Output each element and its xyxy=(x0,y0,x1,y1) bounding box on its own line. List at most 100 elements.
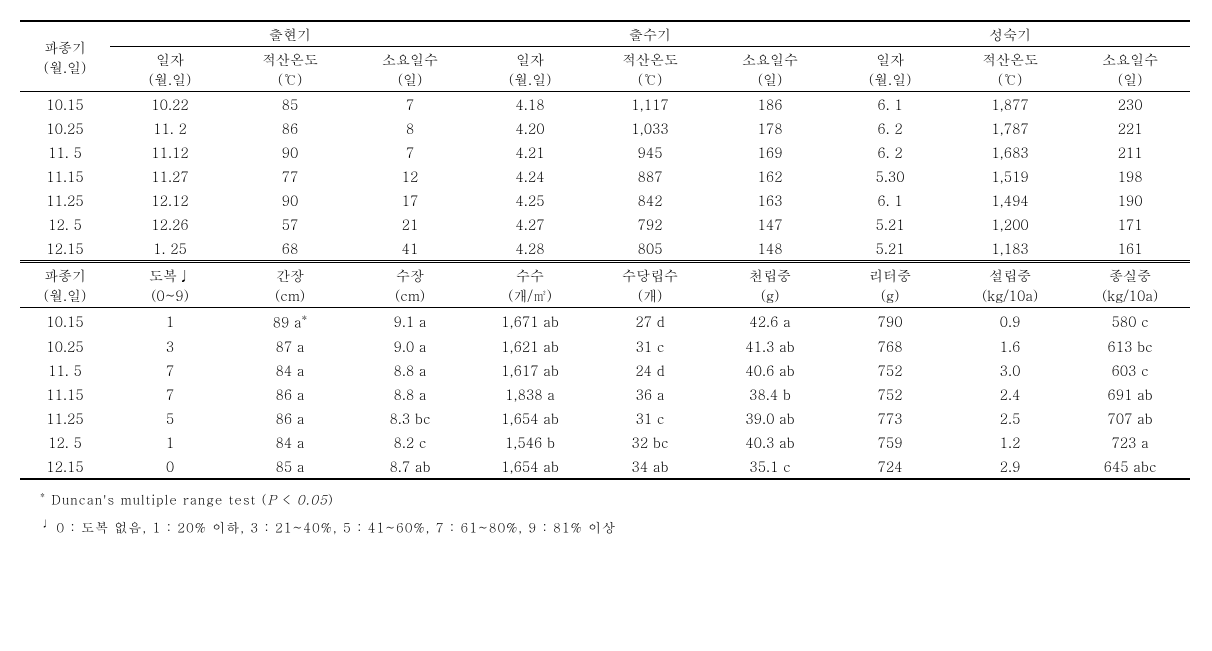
table-cell: 84 a xyxy=(230,358,350,382)
table-cell: 169 xyxy=(710,140,830,164)
col-unit: (일) xyxy=(1118,69,1143,89)
column-header: 일자(월.일) xyxy=(830,47,950,92)
table-row: 10.1510.228574.181,1171866. 11,877230 xyxy=(20,92,1190,117)
table-cell: 31 c xyxy=(590,334,710,358)
column-header: 적산온도(℃) xyxy=(590,47,710,92)
table-cell: 11.15 xyxy=(20,382,110,406)
table-cell: 4.21 xyxy=(470,140,590,164)
table-cell: 1,621 ab xyxy=(470,334,590,358)
table-cell: 87 a xyxy=(230,334,350,358)
table-cell: 9.0 a xyxy=(350,334,470,358)
table-cell: 603 c xyxy=(1070,358,1190,382)
table-cell: 1.2 xyxy=(950,430,1070,454)
table-cell: 3.0 xyxy=(950,358,1070,382)
table-cell: 34 ab xyxy=(590,454,710,479)
table-cell: 11.25 xyxy=(20,406,110,430)
table-cell: 8 xyxy=(350,116,470,140)
col-unit: (kg/10a) xyxy=(982,285,1038,305)
table-cell: 190 xyxy=(1070,188,1190,212)
table-cell: 1,183 xyxy=(950,236,1070,262)
table-cell: 68 xyxy=(230,236,350,262)
col-label: 종실중 xyxy=(1109,265,1151,285)
col-label: 수당립수 xyxy=(622,265,678,285)
col-label: 일자 xyxy=(876,49,904,69)
table-cell: 5.21 xyxy=(830,212,950,236)
table-row: 11. 5784 a8.8 a1,617 ab24 d40.6 ab7523.0… xyxy=(20,358,1190,382)
table-cell: 11. 5 xyxy=(20,140,110,164)
table-cell: 1,877 xyxy=(950,92,1070,117)
footnote-text: 0 : 도복 없음, 1 : 20% 이하, 3 : 21~40%, 5 : 4… xyxy=(56,517,616,536)
col-label: 설립중 xyxy=(989,265,1031,285)
table-cell: 1,654 ab xyxy=(470,406,590,430)
table-cell: 6. 1 xyxy=(830,188,950,212)
table-cell: 11.12 xyxy=(110,140,230,164)
table-row: 10.2511. 28684.201,0331786. 21,787221 xyxy=(20,116,1190,140)
table-cell: 27 d xyxy=(590,308,710,334)
table-cell: 7 xyxy=(110,358,230,382)
table-cell: 230 xyxy=(1070,92,1190,117)
table-cell: 805 xyxy=(590,236,710,262)
column-header: 일자(월.일) xyxy=(470,47,590,92)
col-unit: (일) xyxy=(758,69,783,89)
table-cell: 1,546 b xyxy=(470,430,590,454)
table-cell: 11.25 xyxy=(20,188,110,212)
table-cell: 1,683 xyxy=(950,140,1070,164)
table-cell: 17 xyxy=(350,188,470,212)
column-header: 적산온도(℃) xyxy=(230,47,350,92)
table-cell: 41.3 ab xyxy=(710,334,830,358)
table-cell: 768 xyxy=(830,334,950,358)
table-cell: 42.6 a xyxy=(710,308,830,334)
col-unit: (℃) xyxy=(278,69,303,89)
col-unit: (개/㎡) xyxy=(508,285,552,305)
table-cell: 10.15 xyxy=(20,92,110,117)
table-cell: 8.8 a xyxy=(350,358,470,382)
column-header: 리터중(g) xyxy=(830,262,950,308)
table-cell: 5.30 xyxy=(830,164,950,188)
table-cell: 0 xyxy=(110,454,230,479)
footnote-lodging: ♩ 0 : 도복 없음, 1 : 20% 이하, 3 : 21~40%, 5 :… xyxy=(40,516,1192,536)
table-cell: 90 xyxy=(230,188,350,212)
col-label: 간장 xyxy=(276,265,304,285)
row-header-label: 파종기 (월.일) xyxy=(20,21,110,92)
table-cell: 5 xyxy=(110,406,230,430)
table-cell: 7 xyxy=(350,92,470,117)
footnote-text: Duncan's multiple range test ( xyxy=(51,489,267,508)
table-cell: 645 abc xyxy=(1070,454,1190,479)
table-row: 12.15085 a8.7 ab1,654 ab34 ab35.1 c7242.… xyxy=(20,454,1190,479)
footnote-marker: ♩ xyxy=(40,516,51,530)
col-unit: (g) xyxy=(761,285,780,305)
col-unit: (℃) xyxy=(638,69,663,89)
table-cell: 3 xyxy=(110,334,230,358)
col-label: 수수 xyxy=(516,265,544,285)
table-cell: 1. 25 xyxy=(110,236,230,262)
table-cell: 752 xyxy=(830,358,950,382)
footnote-duncan: * Duncan's multiple range test (P < 0.05… xyxy=(40,488,1192,508)
table-cell: 11.15 xyxy=(20,164,110,188)
table-cell: 842 xyxy=(590,188,710,212)
col-label: 소요일수 xyxy=(1102,49,1158,69)
column-header: 설립중(kg/10a) xyxy=(950,262,1070,308)
col-unit: (cm) xyxy=(395,285,425,305)
table-cell: 12. 5 xyxy=(20,212,110,236)
col-unit: (℃) xyxy=(998,69,1023,89)
table-row: 12. 512.2657214.277921475.211,200171 xyxy=(20,212,1190,236)
table-cell: 8.2 c xyxy=(350,430,470,454)
table2-body: 10.15189 a*9.1 a1,671 ab27 d42.6 a7900.9… xyxy=(20,308,1190,479)
table-cell: 1,033 xyxy=(590,116,710,140)
table-row: 11. 511.129074.219451696. 21,683211 xyxy=(20,140,1190,164)
table-cell: 4.27 xyxy=(470,212,590,236)
column-header: 수장(cm) xyxy=(350,262,470,308)
column-header: 소요일수(일) xyxy=(1070,47,1190,92)
table-cell: 11.27 xyxy=(110,164,230,188)
col-label: 수장 xyxy=(396,265,424,285)
table-cell: 221 xyxy=(1070,116,1190,140)
table-cell: 162 xyxy=(710,164,830,188)
table-cell: 613 bc xyxy=(1070,334,1190,358)
header-unit: (월.일) xyxy=(44,57,87,77)
table-cell: 1,654 ab xyxy=(470,454,590,479)
column-header: 적산온도(℃) xyxy=(950,47,1070,92)
col-label: 일자 xyxy=(156,49,184,69)
table-cell: 186 xyxy=(710,92,830,117)
column-header: 도복♩(0~9) xyxy=(110,262,230,308)
table-cell: 4.18 xyxy=(470,92,590,117)
